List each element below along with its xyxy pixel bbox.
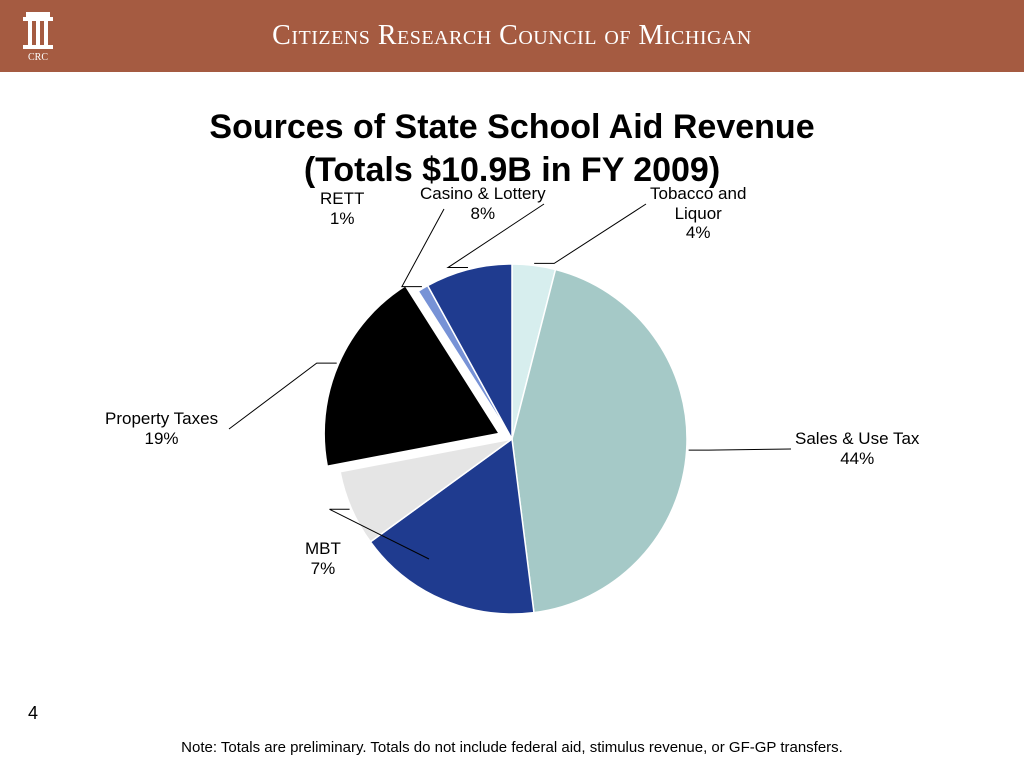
leader-line	[229, 363, 337, 429]
pie-chart: Tobacco andLiquor4%Sales & Use Tax44%Inc…	[0, 199, 1024, 679]
pie-svg	[0, 199, 1024, 679]
leader-line	[448, 204, 544, 268]
crc-logo-icon: CRC	[16, 8, 60, 64]
title-line-1: Sources of State School Aid Revenue	[209, 108, 814, 146]
header-org-name: Citizens Research Council of Michigan	[60, 20, 964, 52]
page-number: 4	[28, 703, 38, 724]
svg-text:CRC: CRC	[28, 52, 48, 62]
footnote: Note: Totals are preliminary. Totals do …	[0, 739, 1024, 756]
slide-title: Sources of State School Aid Revenue (Tot…	[0, 106, 1024, 191]
title-line-2: (Totals $10.9B in FY 2009)	[304, 151, 720, 189]
header-band: CRC Citizens Research Council of Michiga…	[0, 0, 1024, 72]
leader-line	[402, 209, 444, 287]
leader-line	[689, 449, 791, 450]
leader-line	[534, 204, 646, 263]
